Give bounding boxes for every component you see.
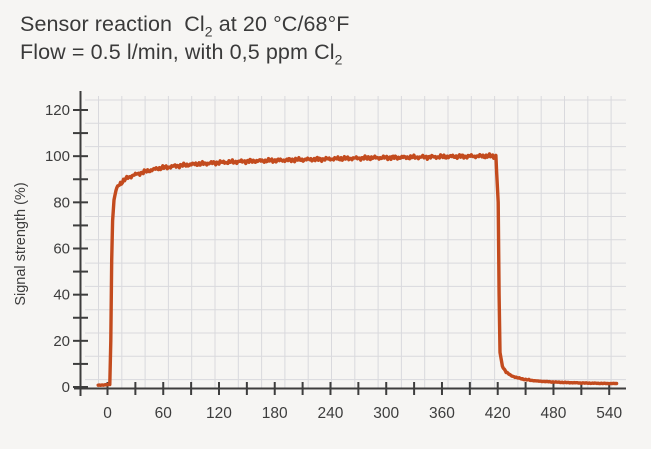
- x-tick-label: 360: [429, 405, 455, 422]
- x-tick-label: 120: [206, 405, 232, 422]
- chart-title-line2: Flow = 0.5 l/min, with 0,5 ppm Cl2: [20, 38, 350, 66]
- chart-title-block: Sensor reaction Cl2 at 20 °C/68°F Flow =…: [20, 10, 350, 66]
- subscript-2: 2: [204, 23, 213, 40]
- x-tick-label: 240: [318, 405, 344, 422]
- subscript-2: 2: [334, 51, 343, 68]
- axes: [74, 91, 626, 396]
- x-tick-label: 420: [485, 405, 511, 422]
- x-tick-label: 480: [541, 405, 567, 422]
- y-tick-label: 60: [53, 241, 70, 258]
- y-tick-label: 0: [62, 379, 70, 396]
- subtitle-text: Flow = 0.5 l/min, with 0,5 ppm Cl: [20, 40, 335, 64]
- x-tick-label: 60: [155, 405, 173, 422]
- y-tick-label: 40: [53, 287, 70, 304]
- x-tick-label: 300: [373, 405, 399, 422]
- y-tick-label: 120: [45, 102, 70, 119]
- x-ticks: [106, 382, 611, 395]
- y-tick-label: 100: [45, 148, 70, 165]
- y-tick-label: 80: [53, 194, 70, 211]
- title-text-cont: at 20 °C/68°F: [212, 12, 350, 36]
- x-tick-label: 180: [262, 405, 288, 422]
- y-tick-label: 20: [53, 333, 70, 350]
- grid-lines: [85, 96, 626, 388]
- x-tick-labels: 0 60 120 180 240 300 360 420 480 540: [103, 405, 622, 422]
- y-tick-labels: 0 20 40 60 80 100 120: [45, 102, 70, 396]
- chart-title-line1: Sensor reaction Cl2 at 20 °C/68°F: [20, 10, 350, 38]
- x-tick-label: 540: [596, 405, 622, 422]
- y-ticks: [73, 109, 88, 388]
- x-tick-label: 0: [103, 405, 112, 422]
- title-text: Sensor reaction Cl: [20, 12, 205, 36]
- signal-curve: [96, 152, 619, 387]
